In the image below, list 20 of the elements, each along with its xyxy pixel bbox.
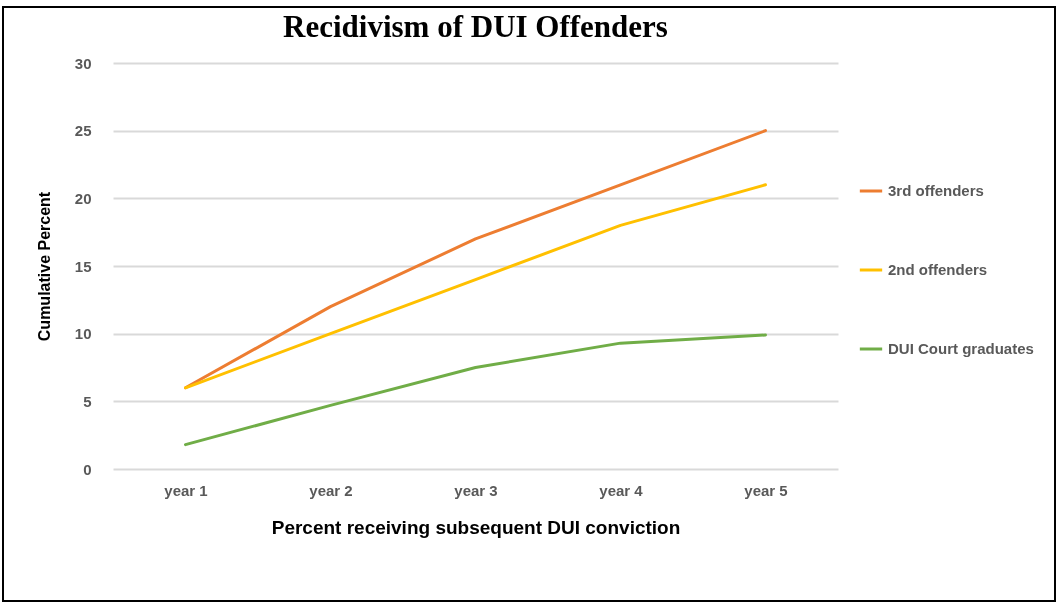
line-series	[184, 183, 767, 390]
chart-title: Recidivism of DUI Offenders	[283, 9, 668, 44]
x-tick-label: year 5	[744, 481, 788, 499]
x-axis-title: Percent receiving subsequent DUI conviction	[271, 516, 681, 538]
x-tick-label: year 1	[164, 481, 208, 499]
line-series	[184, 333, 767, 447]
y-tick-label: 0	[83, 460, 92, 478]
y-tick-label: 20	[74, 189, 92, 207]
legend-label: 3rd offenders	[888, 182, 984, 199]
x-tick-label: year 4	[599, 481, 644, 499]
x-tick-label: year 3	[454, 481, 498, 499]
y-tick-label: 15	[74, 257, 92, 275]
y-tick-label: 30	[74, 54, 92, 72]
legend-label: DUI Court graduates	[888, 340, 1034, 357]
y-tick-label: 25	[74, 122, 92, 140]
y-axis-title: Cumulative Percent	[35, 191, 53, 342]
x-tick-label: year 2	[309, 481, 353, 499]
legend-label: 2nd offenders	[888, 261, 988, 278]
y-tick-label: 5	[83, 392, 92, 410]
y-tick-label: 10	[74, 325, 92, 343]
